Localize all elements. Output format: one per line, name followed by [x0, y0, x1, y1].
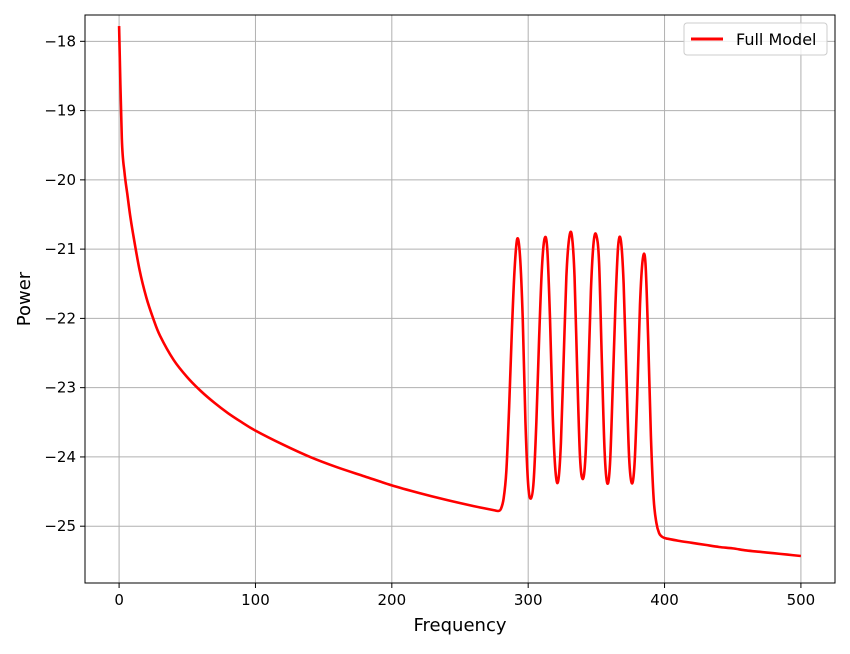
x-tick-label: 500 [787, 591, 816, 609]
x-tick-label: 300 [514, 591, 543, 609]
y-tick-label: −24 [44, 448, 76, 466]
axis-ticks: 0 100 200 300 400 500 −18 −19 −20 −21 −22 −23 −24 −25 [44, 32, 815, 609]
x-tick-label: 100 [241, 591, 270, 609]
legend-label: Full Model [736, 30, 816, 49]
x-tick-label: 0 [114, 591, 124, 609]
y-tick-label: −21 [44, 240, 76, 258]
series-lines [117, 26, 802, 558]
x-axis-label: Frequency [414, 615, 507, 636]
y-tick-label: −19 [44, 102, 76, 120]
x-tick-label: 200 [377, 591, 406, 609]
plot-frame [84, 14, 836, 584]
series-line-full-model [117, 26, 802, 558]
y-tick-label: −23 [44, 379, 76, 397]
grid [85, 15, 835, 583]
y-axis-label: Power [14, 271, 35, 326]
plot-area [85, 15, 835, 583]
x-tick-label: 400 [650, 591, 679, 609]
legend: Full Model [683, 22, 828, 56]
y-tick-label: −25 [44, 517, 76, 535]
y-tick-label: −18 [44, 32, 76, 50]
legend-box [683, 22, 828, 56]
y-tick-label: −20 [44, 171, 76, 189]
y-tick-label: −22 [44, 309, 76, 327]
